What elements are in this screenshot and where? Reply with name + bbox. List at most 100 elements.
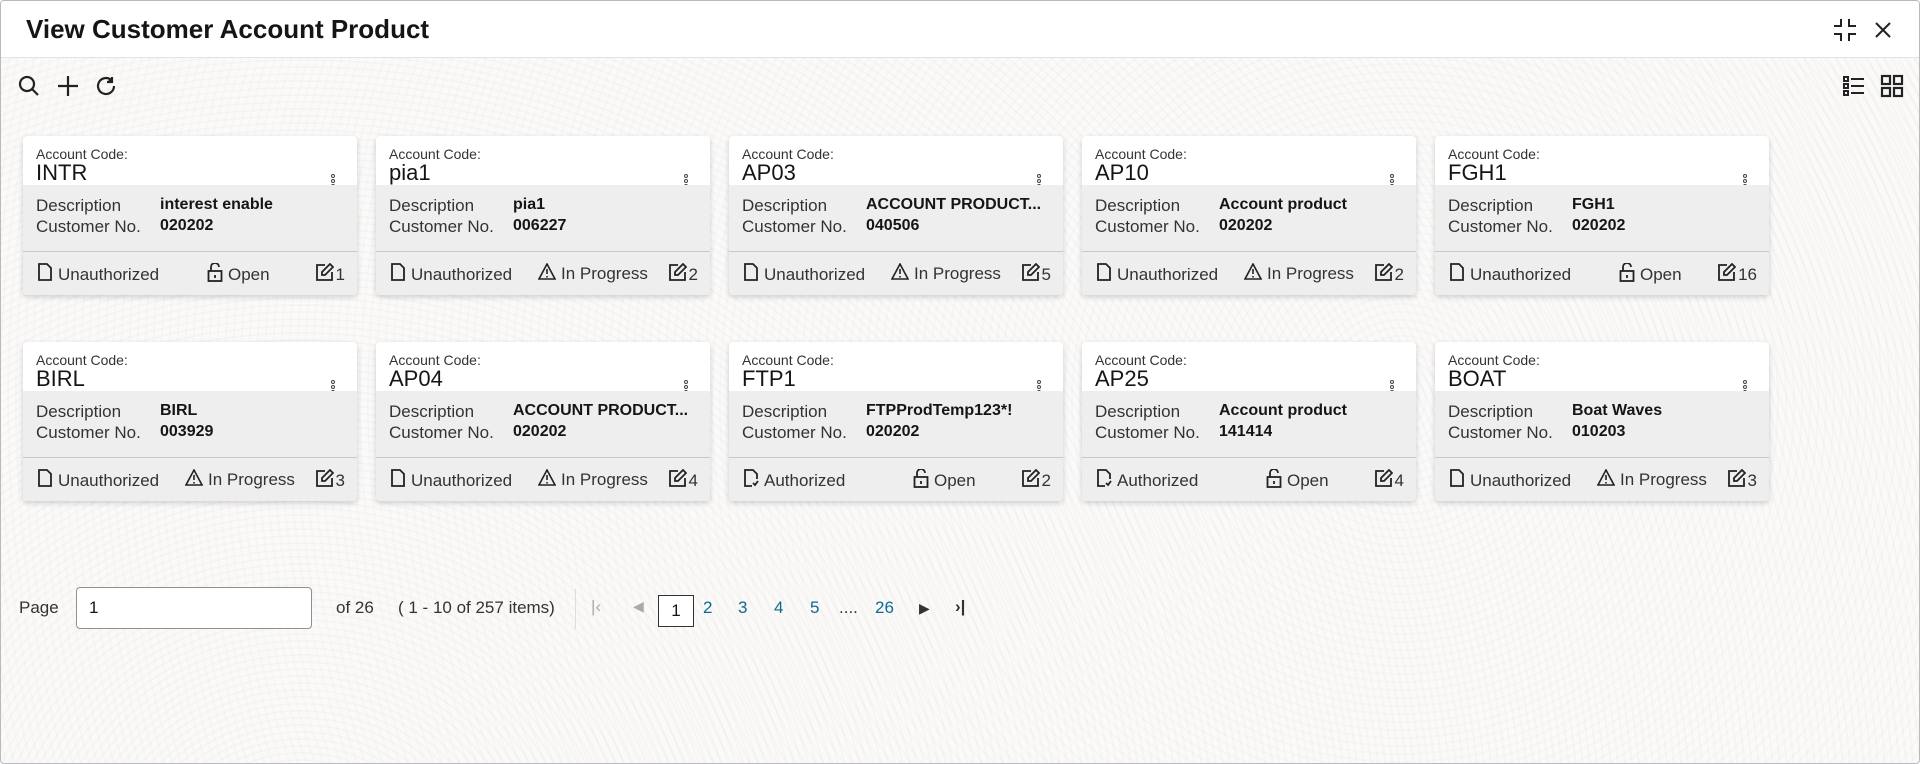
description-value: Account product bbox=[1219, 196, 1347, 213]
minimize-icon[interactable] bbox=[1830, 15, 1860, 45]
page-5[interactable]: 5 bbox=[810, 598, 820, 617]
page-input[interactable]: 1 bbox=[76, 587, 312, 629]
divider bbox=[1435, 457, 1769, 458]
edit-count-text: 2 bbox=[688, 264, 698, 284]
account-code: AP03 bbox=[742, 160, 796, 185]
account-code: INTR bbox=[36, 160, 88, 185]
search-icon[interactable] bbox=[14, 71, 44, 101]
page-3[interactable]: 3 bbox=[738, 598, 748, 617]
warning-icon bbox=[184, 468, 204, 491]
edit-count-text: 3 bbox=[335, 470, 345, 490]
account-code-label: Account Code: bbox=[389, 146, 481, 162]
card-body: Description FTPProdTemp123*! Customer No… bbox=[729, 391, 1063, 501]
prev-page-icon[interactable]: ◀ bbox=[633, 598, 644, 614]
description-label: Description bbox=[389, 402, 475, 421]
description-label: Description bbox=[36, 196, 122, 215]
divider bbox=[376, 251, 710, 252]
auth-status-text: Unauthorized bbox=[764, 264, 866, 284]
page-1[interactable]: 1 bbox=[658, 595, 694, 627]
record-status-text: Open bbox=[934, 471, 976, 490]
auth-status-text: Unauthorized bbox=[411, 470, 513, 490]
unlock-icon bbox=[207, 262, 223, 287]
auth-status: Unauthorized bbox=[37, 263, 159, 286]
record-status: Open bbox=[1266, 468, 1329, 493]
customer-no-value: 020202 bbox=[160, 217, 214, 234]
auth-status: Unauthorized bbox=[743, 263, 865, 286]
account-card[interactable]: Account Code: FTP1 Description FTPProdTe… bbox=[729, 342, 1063, 501]
account-card[interactable]: Account Code: AP04 Description ACCOUNT P… bbox=[376, 342, 710, 501]
description-value: ACCOUNT PRODUCT... bbox=[866, 196, 1042, 213]
next-page-icon[interactable]: ▶ bbox=[919, 600, 930, 616]
edit-count-text: 2 bbox=[1041, 470, 1051, 490]
card-body: Description Account product Customer No.… bbox=[1082, 391, 1416, 501]
edit-icon bbox=[1021, 262, 1040, 286]
description-label: Description bbox=[1095, 196, 1181, 215]
add-icon[interactable] bbox=[53, 71, 83, 101]
account-card[interactable]: Account Code: pia1 Description pia1 Cust… bbox=[376, 136, 710, 295]
auth-status-text: Unauthorized bbox=[1470, 264, 1572, 284]
edit-count: 5 bbox=[1021, 262, 1051, 286]
description-label: Description bbox=[742, 402, 828, 421]
unauthorized-icon bbox=[743, 263, 759, 286]
customer-no-value: 010203 bbox=[1572, 423, 1626, 440]
first-page-icon[interactable]: |‹ bbox=[591, 597, 602, 616]
auth-status-text: Unauthorized bbox=[1117, 264, 1219, 284]
page-label: Page bbox=[19, 598, 59, 617]
unauthorized-icon bbox=[1449, 469, 1465, 492]
account-card[interactable]: Account Code: AP25 Description Account p… bbox=[1082, 342, 1416, 501]
record-status-text: In Progress bbox=[1267, 264, 1354, 283]
account-code: FTP1 bbox=[742, 366, 796, 391]
record-status-text: In Progress bbox=[914, 264, 1001, 283]
edit-count-text: 5 bbox=[1041, 264, 1051, 284]
account-code: pia1 bbox=[389, 160, 431, 185]
item-range: ( 1 - 10 of 257 items) bbox=[398, 598, 555, 617]
account-card[interactable]: Account Code: BIRL Description BIRL Cust… bbox=[23, 342, 357, 501]
customer-no-label: Customer No. bbox=[742, 217, 847, 236]
description-value: Boat Waves bbox=[1572, 402, 1663, 419]
edit-count-text: 2 bbox=[1394, 264, 1404, 284]
edit-count: 4 bbox=[1374, 468, 1404, 492]
card-body: Description BIRL Customer No. 003929 Una… bbox=[23, 391, 357, 501]
unauthorized-icon bbox=[37, 263, 53, 286]
card-body: Description Account product Customer No.… bbox=[1082, 185, 1416, 295]
card-body: Description pia1 Customer No. 006227 Una… bbox=[376, 185, 710, 295]
warning-icon bbox=[890, 262, 910, 285]
account-code: AP10 bbox=[1095, 160, 1149, 185]
edit-count-text: 1 bbox=[335, 264, 345, 284]
list-view-icon[interactable] bbox=[1839, 71, 1869, 101]
grid-view-icon[interactable] bbox=[1877, 71, 1907, 101]
unauthorized-icon bbox=[390, 263, 406, 286]
page-4[interactable]: 4 bbox=[774, 598, 784, 617]
record-status-text: In Progress bbox=[1620, 470, 1707, 489]
account-card[interactable]: Account Code: INTR Description interest … bbox=[23, 136, 357, 295]
card-body: Description ACCOUNT PRODUCT... Customer … bbox=[376, 391, 710, 501]
account-card[interactable]: Account Code: AP03 Description ACCOUNT P… bbox=[729, 136, 1063, 295]
customer-no-value: 020202 bbox=[1219, 217, 1273, 234]
last-page-icon[interactable]: ›| bbox=[955, 597, 966, 616]
customer-no-label: Customer No. bbox=[36, 423, 141, 442]
record-status: In Progress bbox=[1596, 468, 1707, 491]
account-card[interactable]: Account Code: AP10 Description Account p… bbox=[1082, 136, 1416, 295]
warning-icon bbox=[1243, 262, 1263, 285]
page-26[interactable]: 26 bbox=[875, 598, 894, 617]
customer-no-label: Customer No. bbox=[1095, 217, 1200, 236]
edit-count-text: 3 bbox=[1747, 470, 1757, 490]
divider bbox=[575, 589, 576, 629]
close-icon[interactable] bbox=[1868, 15, 1898, 45]
edit-count: 16 bbox=[1718, 262, 1757, 286]
account-card[interactable]: Account Code: BOAT Description Boat Wave… bbox=[1435, 342, 1769, 501]
edit-count: 2 bbox=[1021, 468, 1051, 492]
refresh-icon[interactable] bbox=[91, 71, 121, 101]
description-value: FTPProdTemp123*! bbox=[866, 402, 1013, 419]
description-value: Account product bbox=[1219, 402, 1347, 419]
customer-no-label: Customer No. bbox=[1448, 423, 1553, 442]
customer-no-label: Customer No. bbox=[742, 423, 847, 442]
edit-count: 1 bbox=[315, 262, 345, 286]
customer-no-value: 020202 bbox=[866, 423, 920, 440]
divider bbox=[729, 457, 1063, 458]
description-label: Description bbox=[1448, 196, 1534, 215]
account-code: FGH1 bbox=[1448, 160, 1507, 185]
account-card[interactable]: Account Code: FGH1 Description FGH1 Cust… bbox=[1435, 136, 1769, 295]
page-2[interactable]: 2 bbox=[703, 598, 713, 617]
